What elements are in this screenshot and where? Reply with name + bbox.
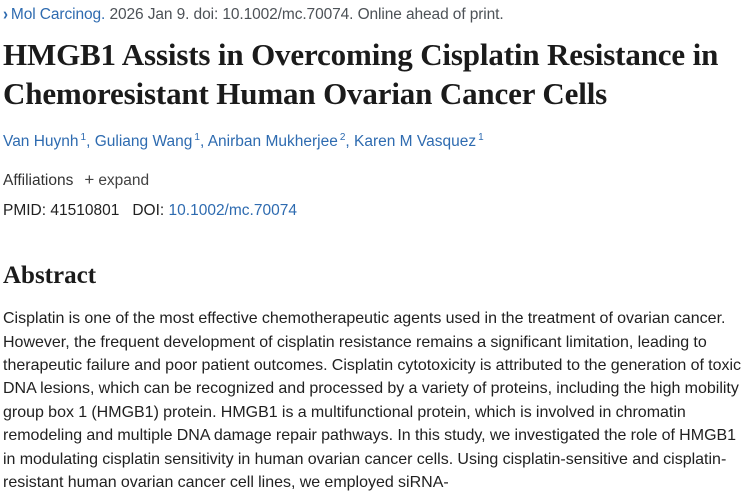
chevron-right-icon[interactable]: › <box>3 4 8 25</box>
author-affiliation-marker[interactable]: 1 <box>194 132 200 143</box>
author-link[interactable]: Van Huynh <box>3 133 79 151</box>
author-affiliation-marker[interactable]: 1 <box>478 132 484 143</box>
abstract-text: Cisplatin is one of the most effective c… <box>3 310 742 491</box>
author-link[interactable]: Karen M Vasquez <box>354 133 477 151</box>
author-affiliation-marker[interactable]: 2 <box>339 132 346 143</box>
citation-details: 2026 Jan 9. doi: 10.1002/mc.70074. Onlin… <box>105 6 504 23</box>
abstract-heading: Abstract <box>3 262 97 290</box>
author-link[interactable]: Guliang Wang <box>94 133 193 151</box>
author-affiliation-marker[interactable]: 1 <box>80 132 87 143</box>
identifiers-row: PMID: 41510801 DOI: 10.1002/mc.70074 <box>3 200 747 222</box>
doi-link[interactable]: 10.1002/mc.70074 <box>168 202 297 220</box>
pmid-value: 41510801 <box>50 202 120 220</box>
pmid-label: PMID: <box>3 202 47 220</box>
author-list: Van Huynh 1, Guliang Wang 1, Anirban Mukhe… <box>3 127 747 153</box>
author-separator: , <box>345 133 350 151</box>
expand-label: expand <box>98 172 150 190</box>
author-separator: , <box>86 133 91 151</box>
affiliations-expand-button[interactable]: + expand <box>84 169 149 192</box>
affiliations-label: Affiliations <box>3 172 74 190</box>
plus-icon: + <box>84 170 95 190</box>
journal-name-link[interactable]: Mol Carcinog. <box>10 6 106 23</box>
article-title: HMGB1 Assists in Overcoming Cisplatin Re… <box>3 37 719 111</box>
affiliations-row: Affiliations + expand <box>3 169 747 192</box>
journal-citation-line: › Mol Carcinog. 2026 Jan 9. doi: 10.1002/… <box>3 0 747 28</box>
doi-label: DOI: <box>132 202 165 220</box>
author-link[interactable]: Anirban Mukherjee <box>207 133 338 151</box>
author-separator: , <box>199 133 205 151</box>
